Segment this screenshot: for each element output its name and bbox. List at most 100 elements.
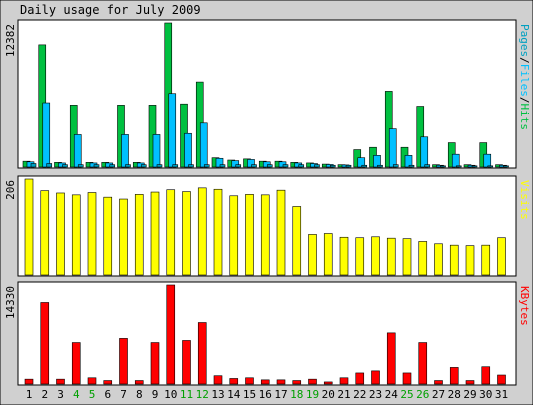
files-bar bbox=[388, 128, 397, 168]
day-label: 7 bbox=[120, 388, 127, 401]
day-label: 14 bbox=[227, 388, 241, 401]
visits-ymax-label: 206 bbox=[4, 180, 17, 200]
day-label: 24 bbox=[385, 388, 399, 401]
files-bar bbox=[357, 157, 366, 168]
files-bar bbox=[168, 93, 177, 168]
pages-bar bbox=[408, 164, 415, 168]
pages-bar bbox=[235, 164, 242, 168]
day-label: 1 bbox=[26, 388, 33, 401]
kbytes-bar bbox=[308, 378, 317, 385]
kbytes-bar bbox=[260, 379, 270, 385]
kbytes-plot-area bbox=[17, 281, 517, 386]
visits-bar bbox=[197, 187, 207, 276]
day-label: 4 bbox=[73, 388, 80, 401]
pages-bar bbox=[329, 164, 336, 168]
pages-bar bbox=[77, 164, 84, 168]
files-bar bbox=[483, 153, 492, 168]
files-bar bbox=[121, 134, 129, 168]
kbytes-bar bbox=[71, 342, 81, 385]
kbytes-ymax-label: 14330 bbox=[4, 286, 17, 319]
day-label: 31 bbox=[495, 388, 508, 401]
pages-bar bbox=[298, 164, 305, 168]
kbytes-bar bbox=[497, 374, 506, 385]
pages-bar bbox=[424, 164, 431, 168]
kbytes-bar bbox=[371, 370, 380, 385]
kbytes-panel: 14330 KBytes bbox=[4, 281, 531, 386]
pages-bar bbox=[172, 164, 179, 168]
day-label: 26 bbox=[416, 388, 429, 401]
day-label: 25 bbox=[400, 388, 413, 401]
day-label: 22 bbox=[353, 388, 366, 401]
pages-bar bbox=[156, 164, 163, 168]
visits-bar bbox=[418, 241, 428, 276]
pages-bar bbox=[219, 164, 226, 168]
day-label: 8 bbox=[136, 388, 143, 401]
kbytes-bar bbox=[87, 377, 97, 385]
kbytes-bar bbox=[134, 380, 144, 385]
day-label: 13 bbox=[211, 388, 224, 401]
kbytes-bar bbox=[418, 342, 428, 385]
pages-bar bbox=[377, 164, 383, 168]
day-label: 29 bbox=[463, 388, 476, 401]
x-axis-day-labels: 1 2 3 4 5 6 7 8 9 10 11 12 13 14 15 16 17 18 19 20 21 22 23 24 2… bbox=[26, 388, 508, 401]
kbytes-bar bbox=[292, 380, 302, 385]
pages-bar bbox=[440, 165, 446, 168]
day-label: 20 bbox=[322, 388, 335, 401]
pages-bar bbox=[503, 165, 509, 168]
kbytes-bar bbox=[150, 342, 160, 385]
visits-bar bbox=[150, 191, 160, 276]
kbytes-bar bbox=[197, 322, 207, 385]
pages-bar bbox=[140, 164, 147, 168]
files-bar bbox=[42, 102, 51, 168]
visits-bar bbox=[134, 194, 144, 276]
kbytes-bar bbox=[24, 378, 34, 385]
pages-bar bbox=[471, 165, 478, 168]
kbytes-bar bbox=[386, 332, 396, 385]
kbytes-bar bbox=[229, 378, 239, 385]
day-label: 19 bbox=[306, 388, 319, 401]
visits-bar bbox=[386, 237, 396, 276]
kbytes-bar bbox=[213, 375, 223, 385]
kbytes-bar bbox=[402, 372, 412, 385]
kbytes-bar bbox=[355, 372, 365, 385]
hits-files-pages-panel: 12382 Pages/Files/Hits bbox=[4, 19, 531, 169]
day-label: 16 bbox=[259, 388, 272, 401]
pages-bar bbox=[109, 164, 116, 168]
kbytes-bar bbox=[40, 302, 50, 385]
visits-bar bbox=[402, 238, 412, 276]
visits-bar bbox=[103, 196, 113, 276]
kbytes-bar bbox=[434, 380, 443, 385]
pages-bar bbox=[251, 164, 257, 168]
pages-bar bbox=[314, 164, 320, 168]
files-bar bbox=[373, 155, 381, 168]
pages-bar bbox=[30, 163, 37, 168]
kbytes-bar bbox=[166, 284, 176, 385]
files-bar bbox=[247, 159, 255, 168]
visits-bar bbox=[260, 194, 270, 276]
hits-files-pages-plot-area bbox=[17, 19, 517, 169]
pages-bar bbox=[203, 164, 210, 168]
hits-files-pages-ymax-label: 12382 bbox=[4, 24, 17, 57]
pages-bar bbox=[93, 164, 100, 168]
visits-bar bbox=[355, 237, 365, 276]
visits-bar bbox=[213, 188, 223, 276]
day-label: 5 bbox=[89, 388, 96, 401]
visits-bar bbox=[119, 198, 128, 276]
visits-bar bbox=[71, 194, 81, 276]
files-bar bbox=[404, 155, 413, 168]
files-bar bbox=[420, 136, 429, 168]
visits-bar bbox=[481, 244, 491, 276]
visits-bar bbox=[323, 233, 333, 276]
visits-bar bbox=[434, 243, 443, 276]
visits-bar bbox=[449, 244, 459, 276]
visits-bar bbox=[87, 192, 97, 276]
kbytes-bar bbox=[119, 338, 128, 385]
visits-bar bbox=[245, 194, 254, 276]
day-label: 9 bbox=[152, 388, 159, 401]
files-bar bbox=[184, 132, 192, 168]
day-label: 28 bbox=[448, 388, 461, 401]
pages-bar bbox=[487, 165, 494, 168]
pages-bar bbox=[46, 163, 53, 168]
kbytes-bar bbox=[182, 340, 191, 385]
